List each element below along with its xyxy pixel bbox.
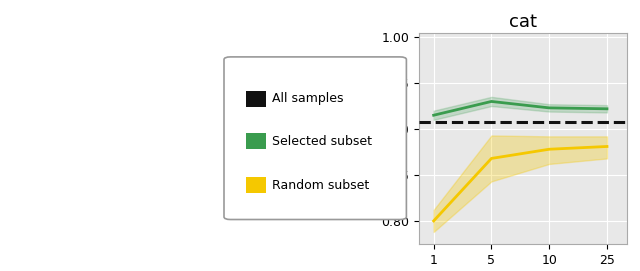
Text: Selected subset: Selected subset — [272, 135, 372, 148]
Y-axis label: AUROC: AUROC — [362, 113, 376, 163]
Title: cat: cat — [509, 13, 537, 31]
Text: All samples: All samples — [272, 92, 344, 105]
Text: Random subset: Random subset — [272, 179, 369, 192]
